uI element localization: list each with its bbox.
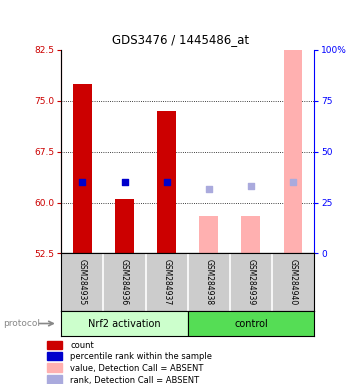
Point <box>248 182 254 189</box>
Bar <box>242 216 260 253</box>
Bar <box>47 376 62 384</box>
Point <box>122 179 127 185</box>
Text: GSM284938: GSM284938 <box>204 259 213 305</box>
Bar <box>73 84 92 253</box>
Bar <box>283 33 303 253</box>
Text: Nrf2 activation: Nrf2 activation <box>88 318 161 329</box>
Text: protocol: protocol <box>4 319 40 328</box>
Point <box>290 179 296 185</box>
Bar <box>61 311 188 336</box>
Bar <box>115 199 134 253</box>
Text: GSM284939: GSM284939 <box>247 259 255 305</box>
Point <box>206 186 212 192</box>
Text: GSM284935: GSM284935 <box>78 259 87 305</box>
Bar <box>47 363 62 372</box>
Text: value, Detection Call = ABSENT: value, Detection Call = ABSENT <box>70 364 204 372</box>
Text: percentile rank within the sample: percentile rank within the sample <box>70 352 212 361</box>
Bar <box>157 111 176 253</box>
Point <box>164 179 170 185</box>
Text: count: count <box>70 341 94 350</box>
Text: GDS3476 / 1445486_at: GDS3476 / 1445486_at <box>112 33 249 46</box>
Text: GSM284937: GSM284937 <box>162 259 171 305</box>
Point <box>79 179 85 185</box>
Text: GSM284936: GSM284936 <box>120 259 129 305</box>
Bar <box>188 311 314 336</box>
Text: GSM284940: GSM284940 <box>288 259 297 305</box>
Text: rank, Detection Call = ABSENT: rank, Detection Call = ABSENT <box>70 376 200 384</box>
Bar <box>47 341 62 349</box>
Bar <box>199 216 218 253</box>
Text: control: control <box>234 318 268 329</box>
Bar <box>47 352 62 361</box>
